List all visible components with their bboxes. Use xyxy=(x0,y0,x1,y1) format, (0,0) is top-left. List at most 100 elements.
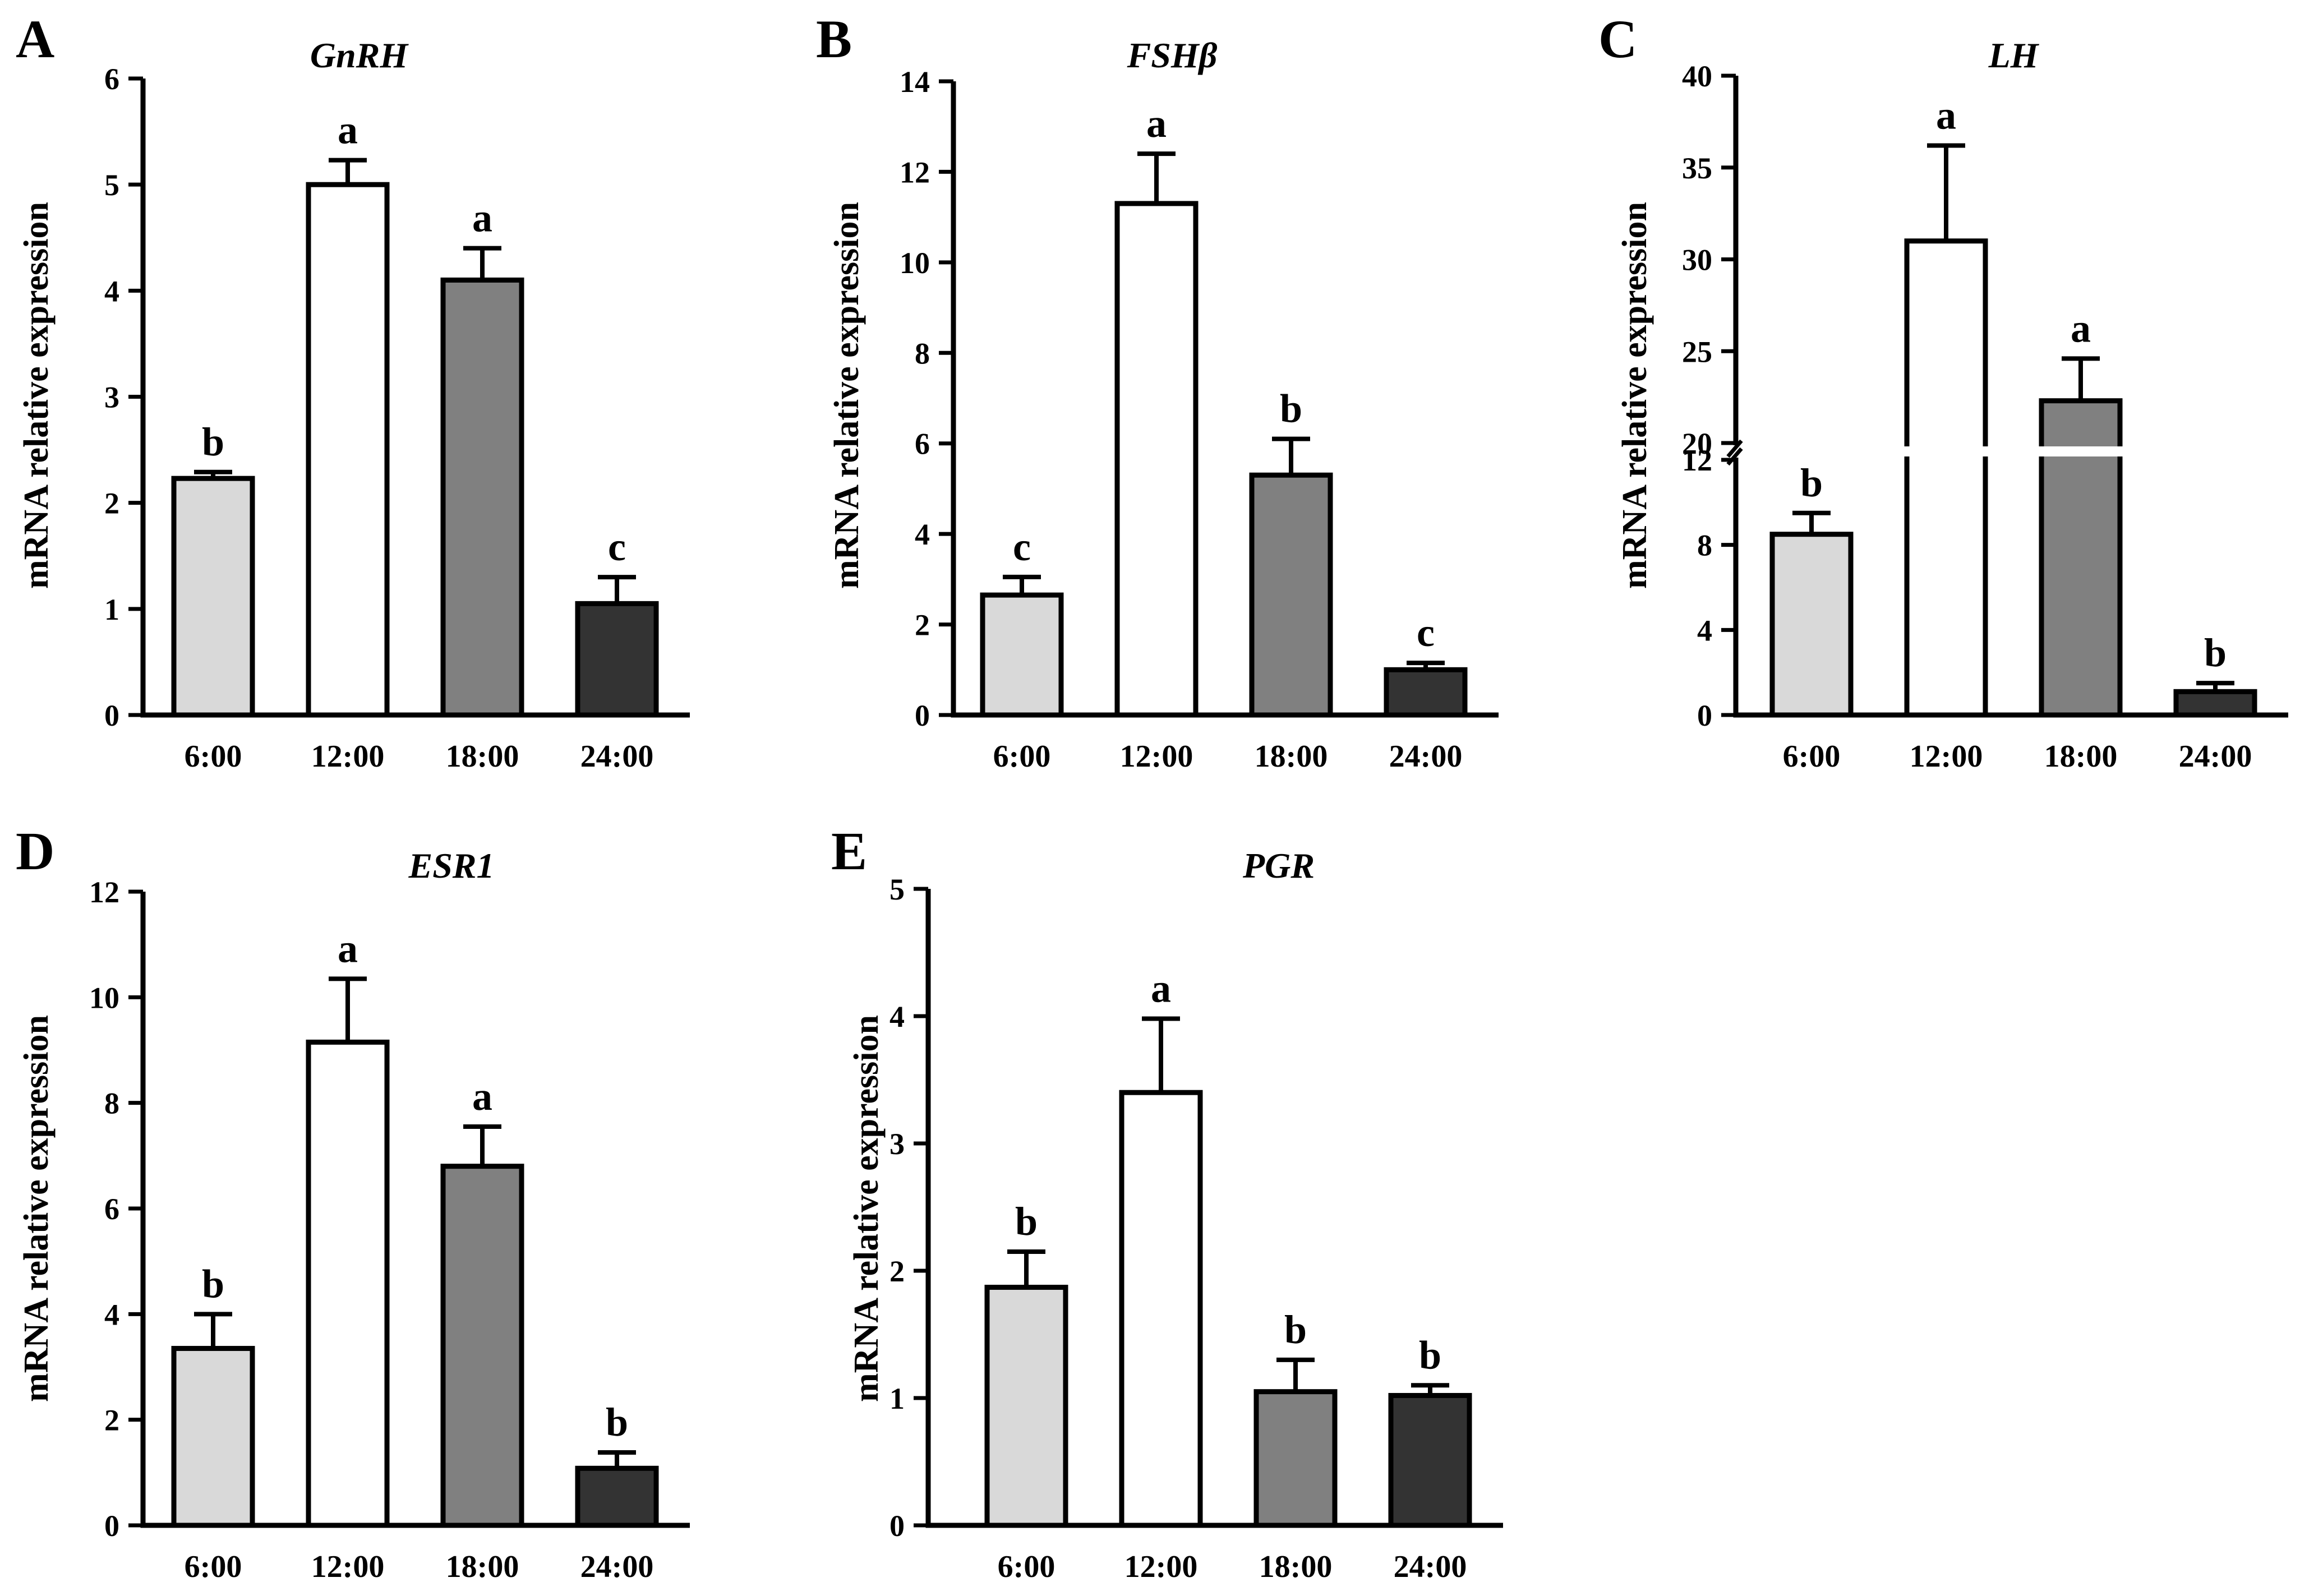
significance-letter: a xyxy=(1151,966,1171,1011)
bar-1800 xyxy=(1249,472,1333,718)
significance-letter: b xyxy=(2204,630,2227,675)
y-tick-label: 3 xyxy=(889,1127,905,1161)
bar-break-gap xyxy=(2037,446,2124,456)
x-tick-label: 6:00 xyxy=(993,739,1051,774)
y-tick-label: 6 xyxy=(915,427,930,461)
bar-1800 xyxy=(440,1164,524,1528)
significance-letter: a xyxy=(472,1074,492,1119)
y-tick-label: 5 xyxy=(889,873,905,906)
y-tick-label: 6 xyxy=(104,1192,119,1226)
x-tick-label: 6:00 xyxy=(1783,739,1841,774)
x-tick-label: 6:00 xyxy=(998,1549,1056,1584)
y-tick-label: 2 xyxy=(915,608,930,642)
y-tick-label: 2 xyxy=(104,1404,119,1437)
bar-1800 xyxy=(1253,1389,1338,1528)
y-tick-label: 0 xyxy=(104,1509,119,1543)
x-tick-label: 24:00 xyxy=(2179,739,2252,774)
bar-1200 xyxy=(1904,238,1988,718)
significance-letter: b xyxy=(1280,386,1302,431)
y-tick-label: 2 xyxy=(889,1254,905,1288)
y-tick-label: 4 xyxy=(104,274,119,308)
significance-letter: c xyxy=(608,524,626,569)
x-tick-label: 12:00 xyxy=(311,1549,385,1584)
significance-letter: a xyxy=(1936,93,1956,137)
y-tick-label: 4 xyxy=(104,1298,119,1331)
bar-600 xyxy=(980,592,1064,718)
significance-letter: b xyxy=(1015,1199,1038,1244)
x-tick-label: 24:00 xyxy=(1389,739,1463,774)
y-tick-label: 2 xyxy=(104,487,119,520)
y-tick-label: 12 xyxy=(89,875,119,909)
bar-1800 xyxy=(440,277,524,718)
significance-letter: b xyxy=(1419,1332,1441,1377)
significance-letter: b xyxy=(1284,1307,1307,1352)
y-tick-label: 10 xyxy=(89,981,119,1014)
panel-letter: C xyxy=(1598,9,1637,69)
y-tick-label: 20 xyxy=(1682,427,1712,460)
y-axis-label: mRNA relative expression xyxy=(17,1015,56,1402)
x-tick-label: 18:00 xyxy=(1259,1549,1333,1584)
y-tick-label: 14 xyxy=(900,65,930,99)
significance-letter: b xyxy=(606,1400,628,1445)
chart-title: ESR1 xyxy=(408,846,495,885)
chart-title: LH xyxy=(1988,35,2040,75)
x-tick-label: 18:00 xyxy=(1255,739,1328,774)
y-tick-label: 6 xyxy=(104,62,119,96)
y-tick-label: 10 xyxy=(900,246,930,280)
y-tick-label: 1 xyxy=(104,593,119,626)
bar-600 xyxy=(171,476,255,718)
bar-1200 xyxy=(1114,201,1199,718)
bar-2400 xyxy=(1388,1392,1472,1528)
y-tick-label: 4 xyxy=(889,1000,905,1034)
significance-letter: a xyxy=(338,108,358,153)
y-tick-label: 4 xyxy=(915,518,930,551)
significance-letter: a xyxy=(338,926,358,971)
chart-title: FSHβ xyxy=(1127,35,1218,75)
y-tick-label: 12 xyxy=(900,155,930,189)
y-tick-label: 30 xyxy=(1682,243,1712,277)
y-axis-label: mRNA relative expression xyxy=(847,1015,886,1402)
chart-panel-d: 0 2 4 6 8 10 12 b 6:00 a 12:00 a 18:00 b 24:00 D ESR1 mRN… xyxy=(16,821,690,1584)
x-tick-label: 6:00 xyxy=(185,739,242,774)
bar-2400 xyxy=(575,601,659,718)
bar-1200 xyxy=(306,182,390,718)
x-tick-label: 18:00 xyxy=(446,1549,519,1584)
y-tick-label: 0 xyxy=(915,699,930,732)
bar-1200 xyxy=(1119,1090,1203,1528)
y-tick-label: 0 xyxy=(1697,699,1712,732)
bar-2400 xyxy=(575,1465,659,1528)
bar-600 xyxy=(984,1285,1068,1528)
x-tick-label: 6:00 xyxy=(185,1549,242,1584)
y-tick-label: 3 xyxy=(104,381,119,414)
y-tick-label: 0 xyxy=(104,699,119,732)
bar-2400 xyxy=(1384,667,1468,718)
y-axis-label: mRNA relative expression xyxy=(17,202,56,589)
x-tick-label: 24:00 xyxy=(1394,1549,1467,1584)
y-axis-label: mRNA relative expression xyxy=(828,202,866,589)
x-tick-label: 24:00 xyxy=(580,1549,654,1584)
x-tick-label: 18:00 xyxy=(446,739,519,774)
panel-letter: E xyxy=(831,821,867,881)
bar-break-gap xyxy=(1902,446,1990,456)
y-tick-label: 4 xyxy=(1697,614,1712,647)
panel-letter: A xyxy=(16,9,54,69)
bar-1200 xyxy=(306,1039,390,1528)
x-tick-label: 12:00 xyxy=(1120,739,1193,774)
significance-letter: c xyxy=(1013,524,1031,569)
significance-letter: a xyxy=(472,196,492,241)
y-tick-label: 1 xyxy=(889,1382,905,1415)
significance-letter: a xyxy=(1146,101,1167,146)
y-tick-label: 0 xyxy=(889,1509,905,1543)
chart-panel-b: 0 2 4 6 8 10 12 14 c 6:00 a 12:00 b 18:00 c 24:00 B FSHβ m… xyxy=(816,9,1499,774)
axis-break-mark xyxy=(1726,439,1743,458)
y-tick-label: 8 xyxy=(1697,529,1712,562)
y-tick-label: 40 xyxy=(1682,59,1712,93)
bar-600 xyxy=(171,1346,255,1528)
y-tick-label: 25 xyxy=(1682,335,1712,368)
y-tick-label: 5 xyxy=(104,168,119,202)
y-axis-label: mRNA relative expression xyxy=(1616,202,1654,589)
x-tick-label: 18:00 xyxy=(2044,739,2118,774)
y-tick-label: 12 xyxy=(1682,444,1712,477)
significance-letter: a xyxy=(2071,306,2091,350)
